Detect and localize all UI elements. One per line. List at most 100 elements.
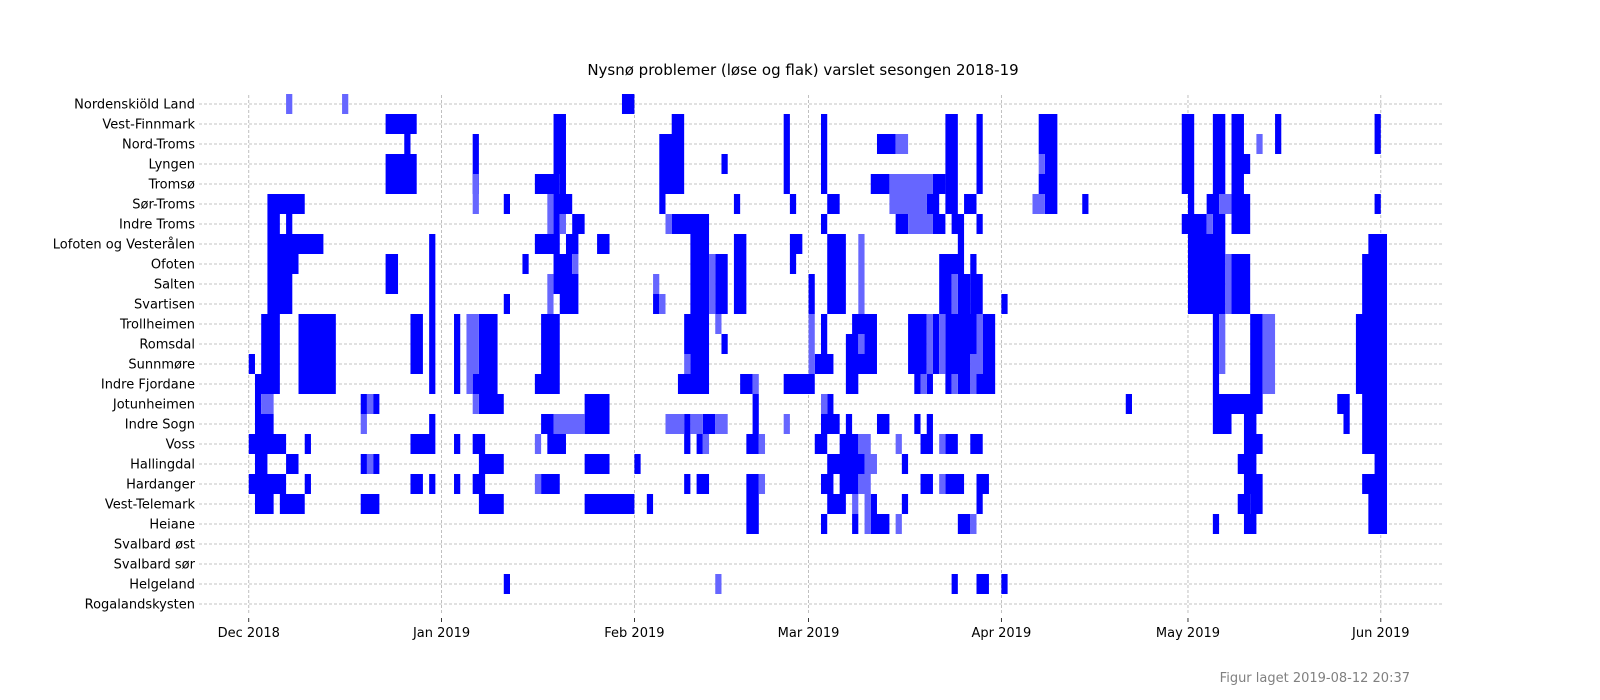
forecast-bar <box>472 474 486 494</box>
forecast-bar <box>360 394 367 414</box>
forecast-bar <box>715 274 728 294</box>
forecast-bar <box>852 514 859 534</box>
forecast-bar <box>1181 154 1195 174</box>
forecast-bar-light <box>970 354 983 374</box>
forecast-bar <box>454 334 461 354</box>
forecast-bar <box>541 474 560 494</box>
forecast-bar-light <box>758 434 766 454</box>
forecast-bar <box>1243 474 1263 494</box>
region-label: Trollheimen <box>119 318 195 333</box>
forecast-bar <box>553 154 566 174</box>
forecast-bar <box>945 194 958 214</box>
forecast-bar-light <box>852 494 859 514</box>
forecast-bar <box>1368 514 1388 534</box>
forecast-bar <box>957 274 971 294</box>
forecast-bar <box>870 494 877 514</box>
forecast-bar-light <box>926 334 933 354</box>
forecast-bar-light <box>939 434 946 454</box>
forecast-bar <box>267 194 305 214</box>
forecast-bar-light <box>858 254 865 274</box>
x-tick-label: Feb 2019 <box>604 626 664 641</box>
forecast-bar <box>553 254 573 274</box>
forecast-bar <box>1181 134 1195 154</box>
forecast-bar <box>1181 214 1207 234</box>
forecast-bar <box>976 474 989 494</box>
forecast-bar <box>1187 294 1226 314</box>
forecast-bar <box>1250 354 1263 374</box>
forecast-bar <box>1243 414 1257 434</box>
forecast-bar <box>659 134 685 154</box>
region-label: Lyngen <box>149 158 195 173</box>
forecast-bar <box>385 154 417 174</box>
forecast-bar-light <box>821 394 828 414</box>
forecast-bar <box>1355 354 1388 374</box>
forecast-bar <box>908 334 927 354</box>
forecast-bar <box>976 574 989 594</box>
forecast-bar <box>410 434 436 454</box>
forecast-bar <box>429 254 436 274</box>
forecast-bar <box>901 494 909 514</box>
forecast-bar <box>752 394 759 414</box>
bars-layer <box>248 94 1388 594</box>
forecast-bar <box>945 134 958 154</box>
forecast-bar <box>951 574 958 594</box>
forecast-bar-light <box>709 254 716 274</box>
forecast-bar <box>373 394 380 414</box>
forecast-bar-light <box>286 94 293 114</box>
forecast-bar-light <box>466 314 479 334</box>
forecast-bar <box>429 234 436 254</box>
forecast-bar <box>1038 174 1058 194</box>
forecast-bar <box>1374 454 1388 474</box>
forecast-bar <box>827 394 834 414</box>
forecast-bar <box>1212 514 1220 534</box>
forecast-bar-light <box>808 334 815 354</box>
forecast-bar <box>478 334 498 354</box>
forecast-bar <box>982 354 996 374</box>
forecast-bar <box>821 174 828 194</box>
forecast-bar <box>1237 454 1257 474</box>
forecast-bar <box>939 294 952 314</box>
forecast-bar <box>298 334 336 354</box>
forecast-bar <box>932 214 946 234</box>
forecast-bar <box>945 154 958 174</box>
forecast-bar <box>945 434 958 454</box>
forecast-bar <box>932 354 940 374</box>
forecast-bar <box>559 174 566 194</box>
forecast-bar <box>895 214 909 234</box>
forecast-bar-light <box>366 454 374 474</box>
forecast-bar-light <box>360 414 367 434</box>
forecast-bar-light <box>547 274 554 294</box>
forecast-bar <box>951 214 965 234</box>
forecast-bar <box>671 114 685 134</box>
forecast-bar <box>932 314 940 334</box>
forecast-bar <box>783 134 790 154</box>
forecast-bar <box>821 414 840 434</box>
forecast-bar <box>696 474 710 494</box>
forecast-bar <box>584 414 610 434</box>
forecast-bar <box>876 134 896 154</box>
forecast-bar <box>976 494 983 514</box>
forecast-bar-light <box>908 214 933 234</box>
forecast-bar <box>454 434 461 454</box>
forecast-bar <box>279 494 305 514</box>
forecast-bar <box>1355 334 1388 354</box>
forecast-bar <box>690 294 710 314</box>
forecast-bar-light <box>970 514 977 534</box>
forecast-bar <box>914 374 921 394</box>
forecast-bar <box>945 474 965 494</box>
region-label: Indre Troms <box>119 218 195 233</box>
forecast-bar <box>1368 234 1388 254</box>
x-tick-label: Jan 2019 <box>412 626 470 641</box>
forecast-bar <box>429 294 436 314</box>
forecast-bar <box>845 374 859 394</box>
forecast-bar <box>827 274 846 294</box>
forecast-bar <box>684 414 691 434</box>
forecast-bar <box>267 274 293 294</box>
forecast-bar <box>982 314 996 334</box>
forecast-bar <box>385 274 399 294</box>
forecast-bar <box>690 274 710 294</box>
forecast-bar <box>1231 294 1251 314</box>
forecast-bar <box>721 334 728 354</box>
forecast-bar <box>1212 134 1226 154</box>
